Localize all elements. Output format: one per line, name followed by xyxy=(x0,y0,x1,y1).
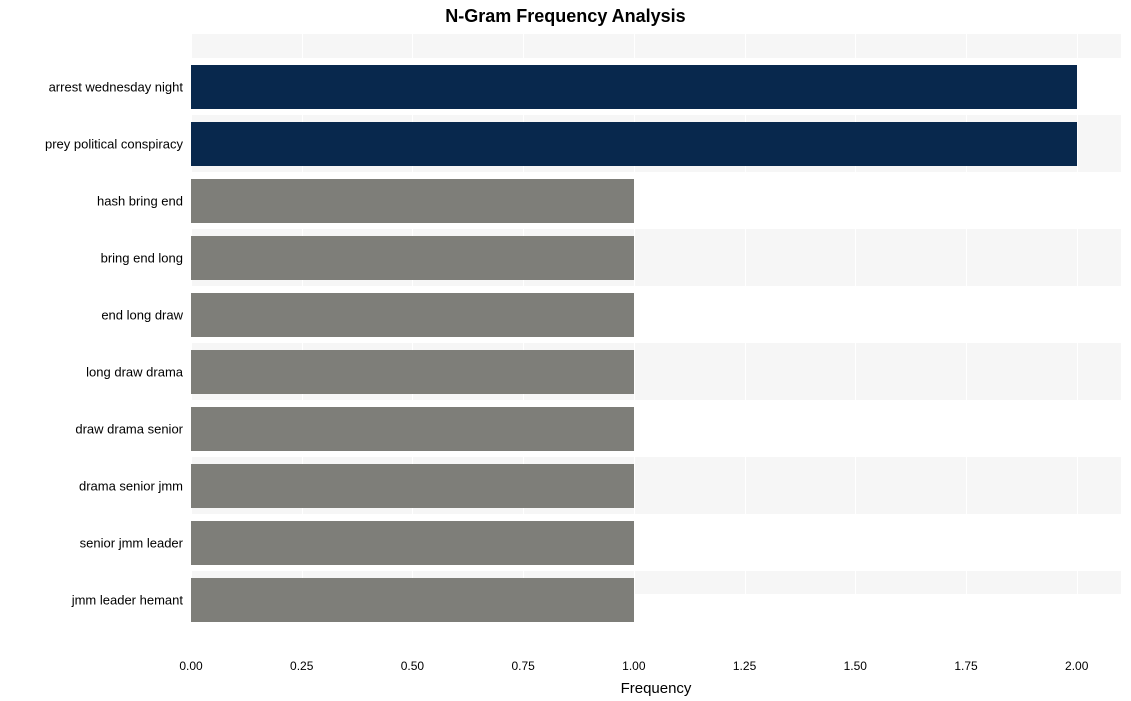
ngram-frequency-chart: N-Gram Frequency Analysis Frequency arre… xyxy=(0,0,1131,701)
bar xyxy=(191,65,1077,109)
bar xyxy=(191,350,634,394)
y-tick-label: draw drama senior xyxy=(75,421,191,436)
bar xyxy=(191,179,634,223)
bar xyxy=(191,122,1077,166)
x-tick-label: 0.25 xyxy=(290,651,313,673)
y-tick-label: drama senior jmm xyxy=(79,478,191,493)
y-tick-label: arrest wednesday night xyxy=(49,79,191,94)
y-tick-label: long draw drama xyxy=(86,364,191,379)
x-tick-label: 1.75 xyxy=(954,651,977,673)
y-tick-label: prey political conspiracy xyxy=(45,136,191,151)
y-tick-label: jmm leader hemant xyxy=(72,592,191,607)
y-tick-label: senior jmm leader xyxy=(80,535,191,550)
bar xyxy=(191,464,634,508)
bar xyxy=(191,407,634,451)
x-tick-label: 0.75 xyxy=(511,651,534,673)
x-tick-label: 0.00 xyxy=(179,651,202,673)
bar xyxy=(191,293,634,337)
bar xyxy=(191,236,634,280)
gridline xyxy=(1077,34,1078,651)
x-tick-label: 1.00 xyxy=(622,651,645,673)
plot-area: Frequency arrest wednesday nightprey pol… xyxy=(191,34,1121,651)
x-tick-label: 1.25 xyxy=(733,651,756,673)
x-tick-label: 0.50 xyxy=(401,651,424,673)
bar xyxy=(191,521,634,565)
x-tick-label: 1.50 xyxy=(844,651,867,673)
x-tick-label: 2.00 xyxy=(1065,651,1088,673)
y-tick-label: end long draw xyxy=(101,307,191,322)
y-tick-label: bring end long xyxy=(101,250,191,265)
x-axis-label: Frequency xyxy=(191,651,1121,697)
y-tick-label: hash bring end xyxy=(97,193,191,208)
bar xyxy=(191,578,634,622)
row-band xyxy=(191,34,1121,58)
chart-title: N-Gram Frequency Analysis xyxy=(0,6,1131,27)
